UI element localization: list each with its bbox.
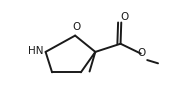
- Text: O: O: [121, 12, 129, 22]
- Text: O: O: [137, 48, 146, 58]
- Text: O: O: [73, 22, 81, 32]
- Text: HN: HN: [28, 47, 44, 56]
